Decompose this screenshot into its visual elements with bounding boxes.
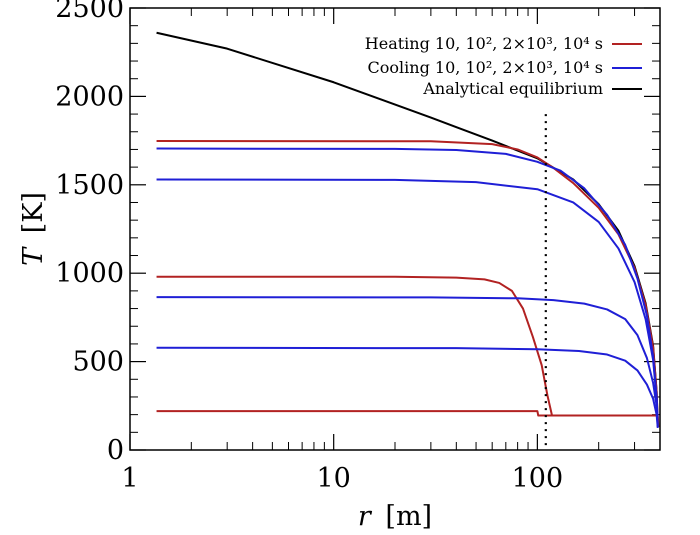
y-tick-label: 1500 <box>55 170 124 201</box>
y-axis-unit: [K] <box>18 192 49 233</box>
series-line-cooling-2-10-s <box>156 296 659 428</box>
series-lines <box>156 31 660 428</box>
y-tick-label: 1000 <box>55 258 124 289</box>
legend-label-cooling: Cooling 10, 10², 2×10³, 10⁴ s <box>368 58 603 77</box>
series-line-heating-10-s <box>156 275 660 428</box>
x-tick-label: 1 <box>121 463 138 494</box>
x-tick-label: 100 <box>512 463 564 494</box>
series-line-cooling-10-s <box>156 346 659 428</box>
x-axis-symbol: r <box>358 501 373 532</box>
series-line-cooling-10-s <box>156 147 659 426</box>
x-axis-title: r [m] <box>358 501 432 532</box>
y-axis-symbol: T <box>18 246 49 266</box>
legend-label-equilibrium: Analytical equilibrium <box>422 79 603 98</box>
axis-ticks <box>129 7 661 451</box>
y-axis-title: T [K] <box>18 192 49 266</box>
x-axis-unit: [m] <box>385 501 432 532</box>
y-tick-label: 2000 <box>55 81 124 112</box>
legend-label-heating: Heating 10, 10², 2×10³, 10⁴ s <box>365 34 603 53</box>
x-tick-label: 10 <box>317 463 351 494</box>
plot-frame <box>129 7 661 451</box>
series-line-heating-2-10-s <box>156 139 659 424</box>
series-line-cooling-10-s <box>156 178 659 427</box>
y-tick-label: 2500 <box>55 0 124 24</box>
y-tick-label: 500 <box>72 347 124 378</box>
y-tick-label: 0 <box>107 435 124 466</box>
legend: Heating 10, 10², 2×10³, 10⁴ s Cooling 10… <box>365 34 642 98</box>
